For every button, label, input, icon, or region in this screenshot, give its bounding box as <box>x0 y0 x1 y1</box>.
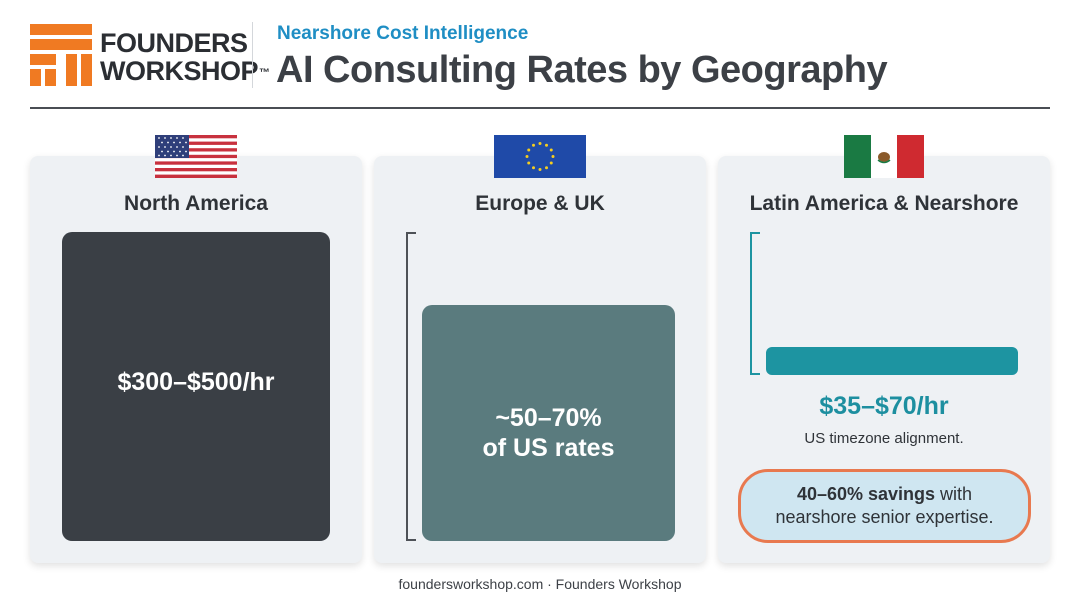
eu-flag-icon <box>494 135 586 178</box>
category-label-north-america: North America <box>124 192 268 215</box>
eu-star-icon <box>538 142 542 145</box>
footer-credit: foundersworkshop.com · Founders Workshop <box>398 576 682 592</box>
trademark-symbol: ™ <box>259 67 270 79</box>
bar-europe-uk: ~50–70% of US rates <box>422 305 675 541</box>
rate-label-latin-america: $35–$70/hr <box>819 392 949 420</box>
savings-text-2: nearshore senior expertise. <box>775 507 994 527</box>
rate-label-north-america: $300–$500/hr <box>117 368 275 396</box>
bar-north-america: $300–$500/hr <box>62 232 330 541</box>
savings-callout: 40–60% savings with nearshore senior exp… <box>738 469 1031 543</box>
brand-line-2: WORKSHOP <box>100 56 259 86</box>
scale-bracket-latin-america <box>750 232 760 375</box>
eu-star-icon <box>545 166 548 170</box>
header: FOUNDERS WORKSHOP™ Nearshore Cost Intell… <box>30 18 1050 108</box>
category-label-europe-uk: Europe & UK <box>475 192 605 215</box>
brand-line-1: FOUNDERS <box>100 28 248 58</box>
rate-label-europe-line-2: of US rates <box>482 434 615 462</box>
eu-star-icon <box>527 161 531 165</box>
category-label-latin-america: Latin America & Nearshore <box>749 192 1019 215</box>
rate-label-europe-uk: ~50–70% of US rates <box>422 403 675 463</box>
eu-star-icon <box>532 166 535 170</box>
eu-star-icon <box>538 168 542 171</box>
eu-star-icon <box>525 155 529 158</box>
eu-star-icon <box>532 143 535 147</box>
founders-workshop-logo-icon <box>30 24 92 86</box>
header-divider <box>252 22 253 88</box>
savings-bold-text: 40–60% savings <box>796 484 936 504</box>
mexico-flag-icon <box>844 135 924 178</box>
page-title: AI Consulting Rates by Geography <box>276 49 888 91</box>
us-flag-icon <box>155 135 237 178</box>
savings-text-1: with <box>935 484 973 504</box>
eu-star-icon <box>545 143 548 147</box>
bar-latin-america <box>766 347 1018 375</box>
timezone-note: US timezone alignment. <box>804 430 964 447</box>
scale-bracket-europe <box>406 232 416 541</box>
brand-name: FOUNDERS WORKSHOP™ <box>100 29 270 85</box>
eu-star-icon <box>549 148 553 152</box>
card-latin-america: Latin America & Nearshore $35–$70/hr US … <box>718 135 1050 563</box>
eu-star-icon <box>527 148 531 152</box>
header-rule <box>30 107 1050 109</box>
card-europe-uk: Europe & UK ~50–70% of US rates <box>374 135 706 563</box>
rate-label-europe-line-1: ~50–70% <box>495 404 602 432</box>
eu-star-icon <box>551 155 555 158</box>
eu-star-icon <box>549 161 553 165</box>
card-north-america: North America $300–$500/hr <box>30 135 362 563</box>
page-subtitle: Nearshore Cost Intelligence <box>277 23 529 44</box>
